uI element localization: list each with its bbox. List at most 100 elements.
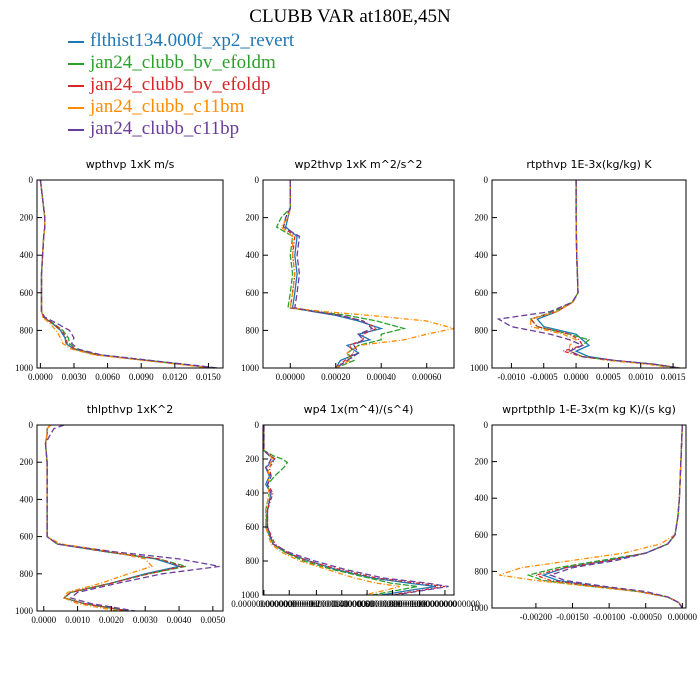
x-tick-label: 0.0050 xyxy=(200,615,225,625)
chart-panel: wp4 1x(m^4)/(s^4)020040060080010000.0000… xyxy=(231,403,480,609)
panel-frame xyxy=(36,424,224,612)
y-tick-label: 800 xyxy=(475,566,489,576)
page-title: CLUBB VAR at180E,45N xyxy=(249,6,451,27)
y-tick-label: 0 xyxy=(484,420,489,430)
panel-title: wpthvp 1xK m/s xyxy=(86,158,175,171)
y-tick-label: 1000 xyxy=(470,363,489,373)
y-tick-label: 800 xyxy=(20,325,34,335)
x-tick-label: 0.0020 xyxy=(99,615,124,625)
x-tick-label: 0.0015 xyxy=(661,372,686,382)
x-tick-label: 0.40000000000000 xyxy=(332,599,402,609)
y-tick-label: 200 xyxy=(20,457,34,467)
y-tick-label: 0 xyxy=(484,175,489,185)
x-tick-label: 0.0120 xyxy=(162,372,187,382)
y-tick-label: 400 xyxy=(246,488,260,498)
y-tick-label: 1000 xyxy=(15,363,34,373)
legend-swatch xyxy=(68,40,84,43)
series-line xyxy=(541,424,683,609)
x-tick-label: 0.0030 xyxy=(62,372,87,382)
panel-frame xyxy=(491,424,687,609)
legend-item: jan24_clubb_bv_efoldp xyxy=(68,74,294,96)
series-line xyxy=(536,180,680,369)
y-tick-label: 0 xyxy=(255,175,260,185)
panel-title: wprtpthlp 1-E-3x(m kg K)/(s kg) xyxy=(502,403,676,416)
y-tick-label: 600 xyxy=(475,288,489,298)
x-tick-label: -0.00050 xyxy=(630,612,663,622)
y-tick-label: 200 xyxy=(20,213,34,223)
series-line xyxy=(548,424,683,609)
series-line xyxy=(263,425,418,596)
y-tick-label: 800 xyxy=(246,556,260,566)
x-tick-label: 0.00040 xyxy=(367,372,397,382)
y-tick-label: 600 xyxy=(246,522,260,532)
y-tick-label: 1000 xyxy=(241,363,260,373)
panel-title: thlpthvp 1xK^2 xyxy=(87,403,174,416)
legend-swatch xyxy=(68,62,84,65)
legend-label: flthist134.000f_xp2_revert xyxy=(90,30,295,51)
legend-label: jan24_clubb_bv_efoldm xyxy=(90,52,276,73)
y-tick-label: 200 xyxy=(475,457,489,467)
x-tick-label: 0.0010 xyxy=(628,372,653,382)
legend-item: jan24_clubb_bv_efoldm xyxy=(68,52,294,74)
legend-swatch xyxy=(68,106,84,109)
series-line xyxy=(39,179,215,369)
x-tick-label: 1.00000000000000 xyxy=(410,599,480,609)
panel-title: wp4 1x(m^4)/(s^4) xyxy=(304,403,414,416)
legend-swatch xyxy=(68,84,84,87)
legend-swatch xyxy=(68,128,84,131)
series-line xyxy=(39,179,215,369)
x-tick-label: 0.0000000000000 xyxy=(231,599,297,609)
series-line xyxy=(44,424,186,612)
chart-panel: wp2thvp 1xK m^2/s^2 0 200 400 600 800 1000 0.00… xyxy=(241,158,455,382)
x-tick-label: -0.00150 xyxy=(556,612,589,622)
x-tick-label: 0.0000000000000 xyxy=(284,599,350,609)
x-tick-label: 0.00000 xyxy=(668,612,698,622)
panel-title: wp2thvp 1xK m^2/s^2 xyxy=(294,158,422,171)
series-line xyxy=(39,179,218,369)
series-line xyxy=(526,424,683,609)
x-tick-label: -0.0010 xyxy=(498,372,526,382)
y-tick-label: 800 xyxy=(20,569,34,579)
x-tick-label: 0.0040 xyxy=(167,615,192,625)
y-tick-label: 400 xyxy=(20,250,34,260)
legend-label: jan24_clubb_c11bp xyxy=(90,118,240,139)
series-line xyxy=(263,425,446,596)
x-tick-label: 0.0030 xyxy=(133,615,158,625)
x-tick-label: 0.0000 xyxy=(28,372,53,382)
y-tick-label: 600 xyxy=(20,288,34,298)
panel-frame xyxy=(262,424,455,596)
x-tick-label: 0.00060 xyxy=(412,372,442,382)
x-tick-label: 0.0000 xyxy=(31,615,56,625)
series-line xyxy=(530,180,674,369)
y-tick-label: 1000 xyxy=(470,603,489,613)
y-tick-label: 600 xyxy=(246,288,260,298)
x-tick-label: 0.0000 xyxy=(564,372,589,382)
y-tick-label: 200 xyxy=(475,213,489,223)
series-line xyxy=(263,425,436,596)
series-line xyxy=(275,180,407,369)
y-tick-label: 1000 xyxy=(241,590,260,600)
x-tick-label: 0.60000000000000 xyxy=(358,599,428,609)
x-tick-label: 0.00020 xyxy=(321,372,351,382)
y-tick-label: 0 xyxy=(29,420,34,430)
series-line xyxy=(263,425,400,596)
y-tick-label: 1000 xyxy=(15,606,34,616)
x-tick-label: -0.0005 xyxy=(530,372,558,382)
panel-frame xyxy=(262,179,455,369)
series-line xyxy=(529,180,680,369)
legend-item: jan24_clubb_c11bp xyxy=(68,118,294,140)
x-tick-label: 0.0090 xyxy=(129,372,154,382)
panel-title: rtpthvp 1E-3x(kg/kg) K xyxy=(526,158,652,171)
x-tick-label: 0.800000000000000 xyxy=(382,599,457,609)
y-tick-label: 200 xyxy=(246,213,260,223)
series-line xyxy=(39,179,216,369)
panel-frame xyxy=(36,179,224,369)
y-tick-label: 200 xyxy=(246,454,260,464)
chart-panel: rtpthvp 1E-3x(kg/kg) K02004006008001000-… xyxy=(470,158,687,382)
x-tick-label: 0.0060 xyxy=(95,372,120,382)
x-tick-label: -0.00200 xyxy=(520,612,553,622)
series-line xyxy=(263,425,449,596)
y-tick-label: 800 xyxy=(246,325,260,335)
y-tick-label: 400 xyxy=(475,493,489,503)
